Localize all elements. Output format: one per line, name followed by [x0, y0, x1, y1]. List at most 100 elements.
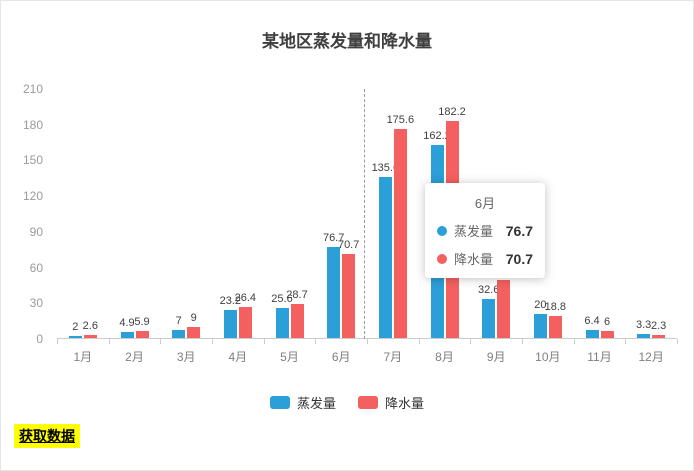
bar-group: 25.6 28.7 — [271, 289, 308, 338]
bar-降水量[interactable] — [393, 128, 407, 338]
bar-蒸发量[interactable] — [172, 329, 186, 338]
tooltip-series-value: 70.7 — [505, 250, 533, 267]
x-axis-tick — [677, 339, 678, 344]
bar-group: 6.4 6 — [584, 315, 614, 338]
bar-降水量[interactable] — [238, 306, 252, 338]
bar-蒸发量[interactable] — [275, 307, 289, 338]
legend-item-降水量[interactable]: 降水量 — [358, 393, 424, 412]
bar-降水量[interactable] — [83, 334, 97, 338]
bar-value-label: 5.9 — [134, 315, 150, 328]
bar-降水量[interactable] — [497, 280, 511, 338]
legend-item-蒸发量[interactable]: 蒸发量 — [269, 393, 336, 412]
bar-value-label: 2 — [72, 320, 79, 333]
x-axis-tick — [57, 339, 58, 344]
bar-蒸发量[interactable] — [482, 299, 496, 338]
chart-title: 某地区蒸发量和降水量 — [262, 32, 432, 51]
bar-group: 2 2.6 — [68, 320, 98, 338]
x-axis-label: 12月 — [638, 350, 664, 364]
bar-group: 76.7 70.7 — [323, 232, 359, 338]
bar-cell: 70.7 — [338, 239, 359, 338]
bar-降水量[interactable] — [187, 327, 201, 338]
legend-swatch — [358, 396, 378, 409]
bar-group: 4.9 5.9 — [119, 316, 150, 338]
bar-蒸发量[interactable] — [223, 310, 237, 338]
x-axis-label: 9月 — [486, 350, 506, 364]
x-axis-label: 8月 — [435, 350, 454, 364]
bar-value-label: 4.9 — [119, 317, 135, 330]
x-axis-label: 2月 — [125, 350, 144, 364]
bar-cell: 2.6 — [83, 320, 98, 338]
bar-降水量[interactable] — [135, 330, 149, 338]
x-axis-tick — [470, 339, 472, 344]
x-axis-tick — [522, 339, 523, 344]
bar-value-label: 18.8 — [544, 300, 567, 313]
x-axis-tick — [160, 339, 162, 344]
bar-value-label: 23.2 — [219, 295, 242, 308]
bar-group: 20 18.8 — [533, 299, 566, 338]
x-axis-label: 4月 — [228, 350, 248, 364]
bar-降水量[interactable] — [548, 315, 562, 338]
bar-cell: 9 — [187, 312, 201, 338]
bar-cell: 7 — [172, 315, 186, 338]
plot-area: 2 2.6 4.9 5.9 7 9 23.2 26.4 25.6 28.7 76.7 70.7 135.… — [57, 89, 678, 344]
tooltip-series-name: 降水量 — [454, 252, 494, 267]
axis-pointer-line — [364, 89, 365, 339]
bar-降水量[interactable] — [600, 330, 614, 338]
bar-蒸发量[interactable] — [585, 330, 599, 338]
bar-value-label: 6 — [603, 315, 611, 328]
y-axis-label: 150 — [22, 153, 43, 168]
bar-value-label: 25.6 — [271, 292, 293, 305]
bar-降水量[interactable] — [652, 335, 666, 338]
bar-蒸发量[interactable] — [637, 334, 651, 338]
bar-value-label: 6.4 — [584, 315, 600, 328]
tooltip: 6月 蒸发量 76.7 降水量 70.7 — [425, 183, 545, 278]
bar-group: 32.648.7 — [478, 265, 514, 338]
bar-cell: 28.7 — [286, 289, 308, 338]
bar-cell: 4.9 — [119, 317, 135, 338]
bar-降水量[interactable] — [342, 253, 356, 338]
bar-蒸发量[interactable] — [533, 314, 547, 338]
bar-cell: 3.3 — [636, 319, 651, 338]
x-axis-label: 1月 — [73, 350, 93, 364]
x-axis-tick — [212, 339, 213, 344]
x-axis-label: 6月 — [331, 350, 351, 364]
fetch-data-button[interactable]: 获取数据 — [14, 424, 80, 448]
bar-value-label: 32.6 — [477, 284, 500, 297]
bar-降水量[interactable] — [290, 303, 304, 338]
bar-value-label: 182.2 — [438, 106, 466, 119]
bar-cell: 25.6 — [271, 293, 293, 338]
legend-swatch — [269, 396, 290, 409]
y-axis-label: 210 — [22, 82, 43, 96]
y-axis-label: 90 — [29, 224, 43, 239]
bar-cell: 2 — [68, 321, 82, 338]
bar-蒸发量[interactable] — [68, 335, 82, 338]
bar-value-label: 135.6 — [371, 161, 400, 174]
legend: 蒸发量 降水量 — [1, 393, 693, 412]
x-axis-tick — [315, 339, 317, 344]
bar-cell: 26.4 — [235, 292, 256, 338]
bar-value-label: 2.6 — [82, 319, 98, 332]
bar-value-label: 7 — [175, 314, 182, 327]
tooltip-row: 降水量 70.7 — [437, 249, 533, 268]
bar-cell: 48.7 — [493, 265, 514, 338]
x-axis-label: 5月 — [280, 350, 299, 364]
series-dot-icon — [437, 225, 447, 236]
y-axis-label: 30 — [29, 296, 43, 311]
bar-cell: 2.3 — [651, 320, 666, 338]
tooltip-title: 6月 — [474, 196, 496, 211]
bar-cell: 20 — [533, 299, 547, 338]
bar-蒸发量[interactable] — [120, 332, 134, 338]
bar-cell: 5.9 — [134, 316, 150, 338]
y-axis-label: 0 — [36, 332, 43, 346]
bar-蒸发量[interactable] — [327, 246, 341, 338]
y-axis-label: 120 — [22, 189, 43, 204]
bar-value-label: 20 — [534, 299, 547, 312]
legend-label: 降水量 — [385, 396, 425, 411]
x-axis-tick — [418, 339, 420, 344]
bar-蒸发量[interactable] — [378, 176, 392, 338]
bar-cell: 76.7 — [323, 232, 344, 338]
tooltip-series-value: 76.7 — [505, 222, 533, 239]
bar-value-label: 70.7 — [337, 238, 360, 251]
